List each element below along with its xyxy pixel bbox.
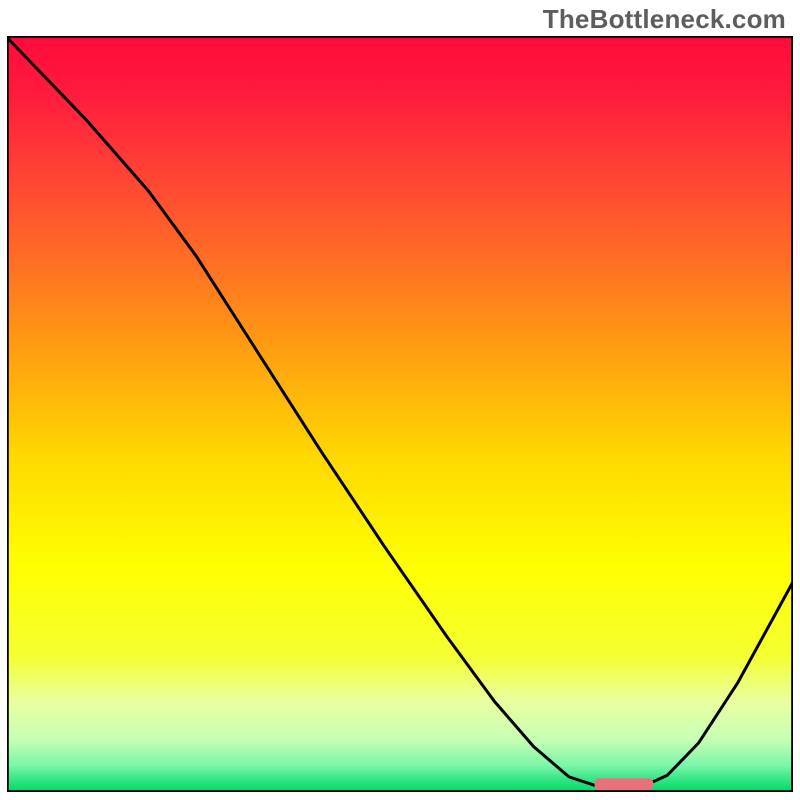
optimal-range-marker (595, 778, 654, 790)
watermark-text: TheBottleneck.com (543, 4, 786, 35)
plot-area (7, 36, 793, 792)
chart-root: TheBottleneck.com (0, 0, 800, 800)
plot-svg (7, 36, 793, 792)
gradient-background (7, 36, 793, 792)
